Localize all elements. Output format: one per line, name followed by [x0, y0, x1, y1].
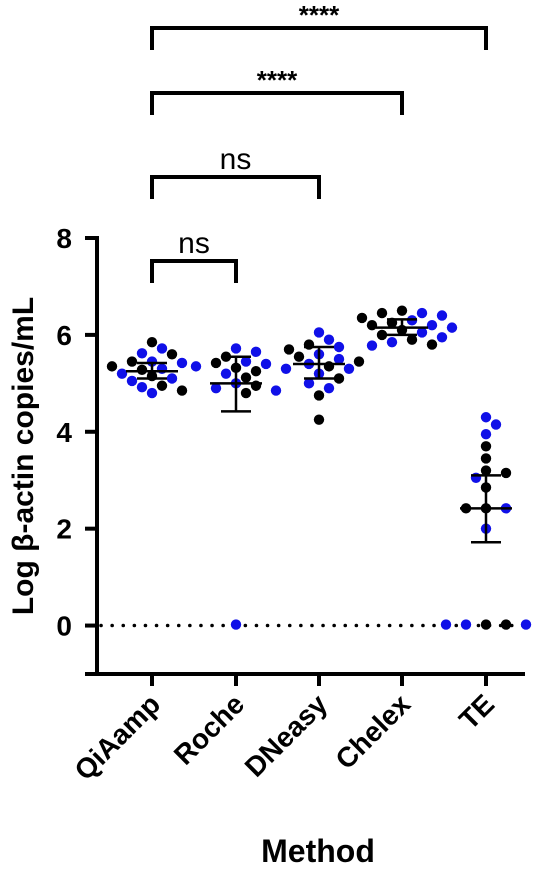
significance-brackets: ns ns **** **** — [150, 0, 488, 283]
data-point — [210, 382, 222, 394]
data-point — [136, 348, 148, 359]
data-point — [303, 378, 315, 389]
significance-label: ns — [220, 143, 252, 176]
data-point — [480, 465, 492, 476]
data-point — [166, 373, 178, 384]
x-tick-label: Roche — [168, 688, 250, 770]
data-point — [446, 322, 458, 333]
significance-label: **** — [299, 0, 340, 30]
data-point — [156, 343, 168, 354]
data-point — [376, 307, 388, 319]
data-point — [356, 312, 368, 324]
data-point — [260, 358, 272, 370]
y-tick-label: 8 — [56, 223, 72, 254]
data-point — [366, 320, 378, 331]
data-point — [166, 349, 178, 360]
error-bars — [126, 318, 512, 544]
data-point — [500, 619, 512, 630]
comparison-bracket — [150, 259, 238, 283]
significance-label: ns — [178, 227, 210, 260]
data-point — [386, 336, 398, 348]
data-point — [353, 356, 365, 367]
comparison-bracket — [150, 91, 404, 115]
data-point — [240, 356, 252, 367]
data-point — [313, 327, 325, 338]
x-tick-label: Chelex — [329, 688, 416, 775]
data-point — [136, 364, 148, 375]
data-point — [480, 441, 492, 452]
significance-label: **** — [257, 65, 298, 95]
x-tick-label: TE — [453, 688, 500, 735]
data-point — [176, 357, 188, 369]
data-point — [323, 334, 335, 345]
data-point — [146, 336, 158, 348]
y-tick-label: 2 — [56, 514, 72, 545]
data-points — [106, 305, 532, 630]
data-point — [416, 327, 428, 338]
data-point — [136, 382, 148, 393]
data-point — [250, 346, 262, 358]
data-point — [366, 340, 378, 351]
data-point — [250, 366, 262, 377]
data-point — [333, 353, 345, 365]
data-point — [126, 356, 138, 367]
y-tick-label: 6 — [56, 320, 72, 351]
data-point — [426, 320, 438, 331]
comparison-bracket — [150, 175, 321, 199]
data-point — [440, 619, 452, 630]
data-point — [406, 334, 418, 345]
data-point — [313, 390, 325, 401]
x-tick-label: DNeasy — [239, 688, 334, 783]
data-point — [480, 453, 492, 464]
y-tick-label: 0 — [56, 611, 72, 642]
data-point — [176, 385, 188, 396]
data-point — [480, 619, 492, 630]
data-point — [520, 619, 532, 630]
data-point — [106, 361, 118, 372]
data-point — [280, 363, 292, 374]
data-point — [436, 332, 448, 343]
data-point — [376, 329, 388, 341]
data-point — [500, 467, 512, 479]
data-point — [220, 368, 232, 379]
data-point — [283, 344, 295, 355]
data-point — [240, 387, 252, 399]
data-point — [323, 382, 335, 394]
data-point — [190, 361, 202, 372]
data-point — [333, 373, 345, 384]
y-tick-label: 4 — [56, 417, 72, 448]
data-point — [490, 419, 502, 430]
data-point — [230, 619, 242, 630]
data-point — [293, 351, 305, 362]
data-point — [416, 307, 428, 319]
data-point — [480, 429, 492, 440]
data-point — [240, 372, 252, 383]
data-point — [270, 385, 282, 396]
data-point — [126, 375, 138, 387]
data-point — [156, 380, 168, 391]
data-point — [426, 339, 438, 350]
data-point — [116, 368, 128, 379]
data-point — [396, 305, 408, 316]
data-point — [313, 414, 325, 425]
data-point — [210, 357, 222, 369]
comparison-bracket — [150, 26, 488, 50]
data-point — [436, 310, 448, 321]
x-axis-title: Method — [261, 833, 375, 869]
data-point — [230, 343, 242, 354]
data-point — [460, 619, 472, 630]
y-axis-title: Log β-actin copies/mL — [7, 297, 40, 615]
data-point — [333, 341, 345, 353]
x-tick-label: QiAamp — [68, 688, 166, 786]
y-ticks: 0 2 4 6 8 — [56, 223, 97, 676]
data-point — [343, 363, 355, 374]
data-point — [480, 412, 492, 423]
data-point — [146, 387, 158, 399]
